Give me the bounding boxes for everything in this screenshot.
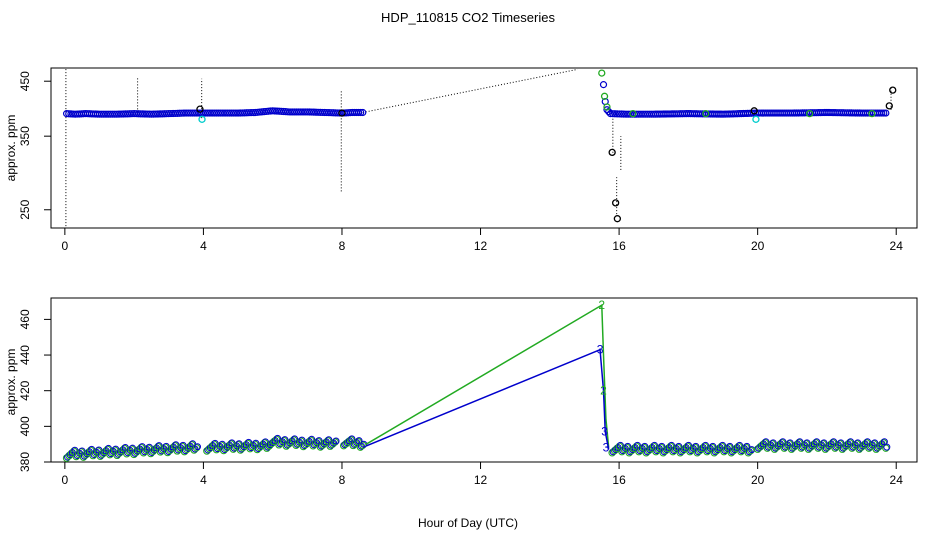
bottom-y-axis: 380 400 420 440 460 <box>18 309 51 472</box>
bottom-point-labels: 2 3 2 3 3 <box>597 298 610 455</box>
top-plot-frame <box>50 67 918 229</box>
top-data-point <box>882 109 890 117</box>
bottom-series-line <box>365 303 610 448</box>
top-data-point <box>613 215 622 223</box>
top-data-point <box>598 69 606 77</box>
bottom-series-lines <box>365 303 610 450</box>
bottom-point-label: 3 <box>603 441 610 455</box>
top-data-point <box>885 102 893 110</box>
top-y-tick-label: 350 <box>18 126 32 146</box>
chart-title: HDP_110815 CO2 Timeseries <box>381 10 555 25</box>
bottom-y-tick-label: 400 <box>18 416 32 436</box>
bottom-plot-frame <box>50 297 918 463</box>
top-data-point <box>868 109 876 118</box>
bottom-data-point <box>882 444 890 452</box>
bottom-y-axis-label: approx. ppm <box>4 349 18 416</box>
bottom-data-point <box>191 445 199 453</box>
bottom-data-point <box>192 443 201 452</box>
top-dotted-segment <box>362 68 578 113</box>
bottom-data-point <box>348 435 356 443</box>
top-x-tick-label: 24 <box>890 239 904 253</box>
top-data-point <box>629 109 637 118</box>
bottom-data-point <box>746 446 755 455</box>
bottom-data-point <box>331 438 339 446</box>
bottom-x-axis: 0 4 8 12 16 20 24 <box>62 462 904 487</box>
top-data-points <box>62 69 897 223</box>
bottom-data-point <box>883 443 891 451</box>
bottom-x-tick-label: 24 <box>890 473 904 487</box>
bottom-data-point <box>332 437 340 445</box>
top-data-point <box>752 115 760 123</box>
top-data-point <box>605 108 613 116</box>
bottom-data-point <box>355 437 363 445</box>
top-dotted-lines <box>65 68 892 227</box>
bottom-x-tick-label: 20 <box>751 473 765 487</box>
bottom-data-point <box>193 443 201 451</box>
top-x-axis: 0 4 8 12 16 20 24 <box>62 228 904 253</box>
bottom-y-tick-label: 380 <box>18 452 32 472</box>
bottom-x-tick-label: 4 <box>200 473 207 487</box>
top-data-point <box>889 86 897 94</box>
top-x-tick-label: 0 <box>62 239 69 253</box>
top-x-tick-label: 16 <box>612 239 626 253</box>
top-x-tick-label: 8 <box>339 239 346 253</box>
top-data-point <box>603 103 611 111</box>
top-data-point <box>355 108 363 117</box>
top-data-point <box>880 109 888 117</box>
bottom-x-tick-label: 0 <box>62 473 69 487</box>
top-data-point <box>702 109 710 118</box>
top-x-tick-label: 12 <box>474 239 488 253</box>
top-data-point <box>606 110 615 118</box>
bottom-x-tick-label: 16 <box>612 473 626 487</box>
bottom-point-label: 3 <box>597 343 604 357</box>
top-data-point <box>611 199 620 207</box>
bottom-y-tick-label: 460 <box>18 309 32 329</box>
bottom-y-tick-label: 440 <box>18 345 32 365</box>
top-y-axis: 250 350 450 <box>18 71 51 220</box>
top-y-tick-label: 450 <box>18 71 32 91</box>
bottom-y-tick-label: 420 <box>18 380 32 400</box>
bottom-point-label: 2 <box>598 298 605 312</box>
bottom-x-tick-label: 12 <box>474 473 488 487</box>
top-data-point <box>198 115 206 123</box>
top-data-point <box>338 109 346 117</box>
top-data-point <box>611 110 619 118</box>
top-data-point <box>878 109 886 117</box>
top-y-tick-label: 250 <box>18 199 32 219</box>
top-x-tick-label: 4 <box>200 239 207 253</box>
top-data-point <box>359 108 367 117</box>
bottom-x-tick-label: 8 <box>339 473 346 487</box>
top-data-point <box>613 110 621 118</box>
top-data-point <box>615 110 623 118</box>
top-data-point <box>609 110 617 118</box>
top-data-point <box>608 148 616 157</box>
top-data-point <box>805 109 814 118</box>
top-x-tick-label: 20 <box>751 239 765 253</box>
top-data-point <box>599 81 608 89</box>
bottom-data-point <box>359 441 367 449</box>
x-axis-label: Hour of Day (UTC) <box>418 516 518 530</box>
top-y-axis-label: approx. ppm <box>4 115 18 182</box>
bottom-series-line <box>365 348 610 450</box>
top-data-point <box>357 108 365 117</box>
bottom-data-points <box>62 434 891 462</box>
bottom-point-label: 3 <box>601 425 608 439</box>
top-data-point <box>750 107 758 115</box>
top-data-point <box>600 92 609 100</box>
top-data-point <box>196 105 204 113</box>
bottom-point-label: 2 <box>600 384 607 398</box>
